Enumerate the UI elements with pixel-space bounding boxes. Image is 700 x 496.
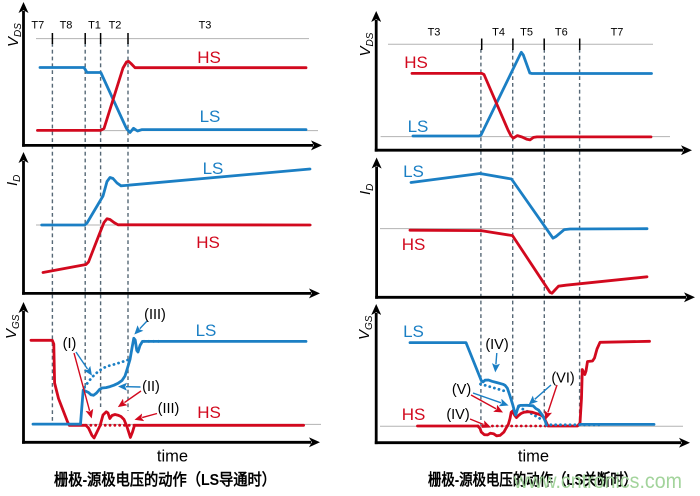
svg-text:VGS: VGS xyxy=(356,315,375,340)
svg-text:T2: T2 xyxy=(109,20,122,32)
svg-text:T5: T5 xyxy=(520,27,533,39)
svg-text:T8: T8 xyxy=(60,20,73,32)
svg-text:(I): (I) xyxy=(63,336,77,352)
svg-text:VGS: VGS xyxy=(3,314,22,339)
svg-text:T3: T3 xyxy=(199,20,212,32)
svg-text:(IV): (IV) xyxy=(485,337,508,353)
svg-text:栅极-源极电压的动作（LS关断时）: 栅极-源极电压的动作（LS关断时） xyxy=(428,470,637,489)
svg-text:T3: T3 xyxy=(428,27,441,39)
svg-text:T1: T1 xyxy=(88,20,101,32)
svg-text:HS: HS xyxy=(404,53,428,72)
svg-text:T4: T4 xyxy=(492,27,505,39)
svg-text:T7: T7 xyxy=(31,20,44,32)
svg-text:(VI): (VI) xyxy=(551,371,574,387)
svg-text:VDS: VDS xyxy=(5,23,24,47)
svg-text:HS: HS xyxy=(402,235,426,254)
svg-text:栅极-源极电压的动作（LS导通时）: 栅极-源极电压的动作（LS导通时） xyxy=(54,470,276,489)
svg-text:time: time xyxy=(157,448,188,466)
svg-text:(II): (II) xyxy=(142,379,160,395)
svg-text:LS: LS xyxy=(408,117,429,136)
svg-text:www.cntronics.com: www.cntronics.com xyxy=(513,470,682,493)
svg-text:LS: LS xyxy=(403,322,424,341)
svg-text:LS: LS xyxy=(200,107,221,126)
svg-text:HS: HS xyxy=(197,403,221,422)
svg-text:(V): (V) xyxy=(452,382,471,398)
svg-text:(III): (III) xyxy=(158,401,180,417)
svg-text:HS: HS xyxy=(197,48,221,67)
svg-text:ID: ID xyxy=(357,184,376,195)
svg-text:ID: ID xyxy=(4,175,23,186)
svg-text:LS: LS xyxy=(203,159,224,178)
svg-text:HS: HS xyxy=(402,405,426,424)
svg-text:LS: LS xyxy=(196,321,217,340)
svg-text:VDS: VDS xyxy=(357,32,376,56)
svg-text:(IV): (IV) xyxy=(446,407,469,423)
svg-text:time: time xyxy=(518,448,549,466)
svg-text:LS: LS xyxy=(403,162,424,181)
svg-text:HS: HS xyxy=(196,233,220,252)
svg-text:T6: T6 xyxy=(555,27,568,39)
svg-text:(III): (III) xyxy=(144,307,166,323)
svg-text:T7: T7 xyxy=(611,27,624,39)
